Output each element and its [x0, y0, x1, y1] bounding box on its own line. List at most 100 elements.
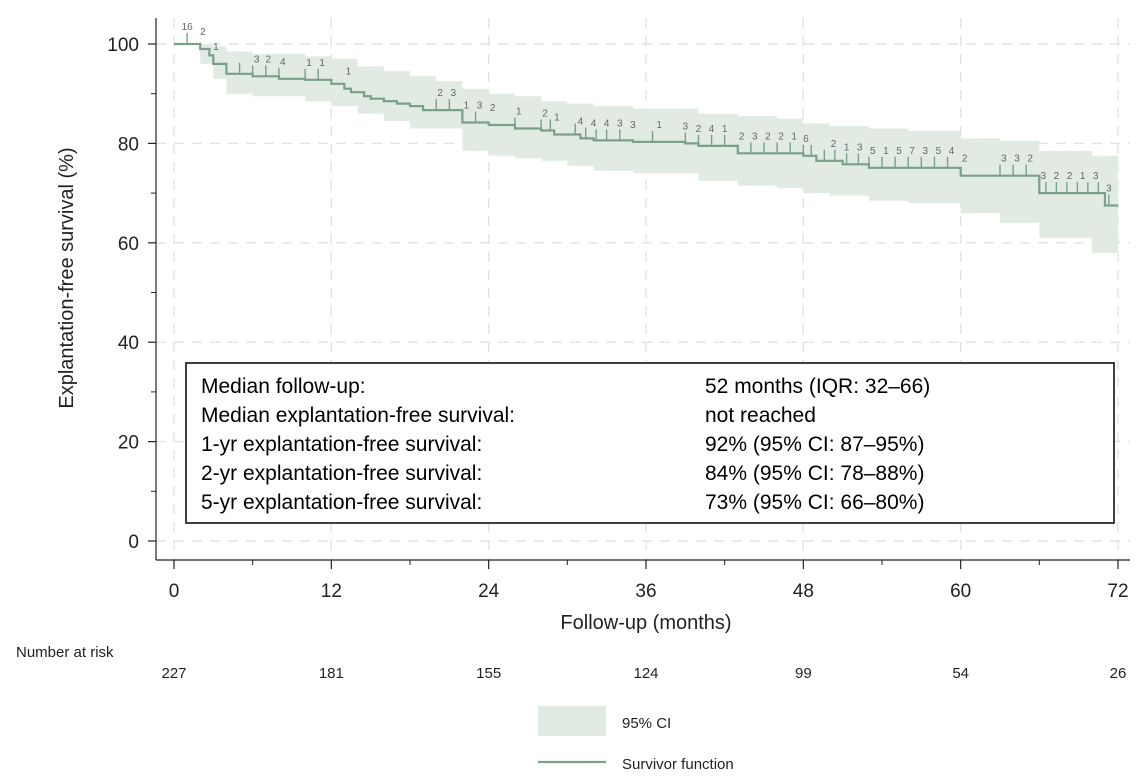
censor-count-label: 2 [778, 131, 784, 142]
censor-count-label: 1 [464, 101, 470, 112]
censor-count-label: 16 [182, 22, 194, 33]
y-tick-label: 0 [128, 532, 139, 553]
x-ticks: 0 12 24 36 48 60 72 [169, 560, 1129, 602]
y-axis-title: Explantation-free survival (%) [56, 147, 78, 408]
censor-count-label: 2 [739, 131, 745, 142]
risk-table-counts: 227 181 155 124 99 54 26 [161, 665, 1126, 682]
x-tick-label: 48 [793, 581, 814, 602]
censor-count-label: 3 [630, 120, 636, 131]
censor-count-label: 2 [765, 131, 771, 142]
censor-count-label: 4 [949, 146, 955, 157]
censor-count-label: 2 [437, 88, 443, 99]
x-tick-label: 36 [635, 581, 656, 602]
y-tick-label: 100 [107, 35, 139, 56]
annotation-label: Median follow-up: [201, 375, 366, 398]
y-tick-label: 60 [118, 234, 139, 255]
censor-count-label: 3 [1001, 154, 1007, 165]
annotation-value: 84% (95% CI: 78–88%) [705, 462, 924, 485]
annotation-value: 73% (95% CI: 66–80%) [705, 491, 924, 514]
y-tick-label: 80 [118, 134, 139, 155]
censor-count-label: 3 [254, 54, 260, 65]
annotation-box-frame [185, 362, 1115, 524]
censor-count-label: 1 [554, 112, 560, 123]
censor-count-label: 1 [319, 58, 325, 69]
censor-count-label: 1 [306, 58, 312, 69]
censor-count-label: 2 [490, 103, 496, 114]
censor-count-label: 2 [266, 54, 272, 65]
censor-count-label: 4 [591, 118, 597, 129]
y-ticks: 0 20 40 60 80 100 [107, 35, 156, 553]
censor-count-label: 2 [1067, 171, 1073, 182]
censor-count-label: 2 [1027, 154, 1033, 165]
axes [155, 18, 1130, 561]
risk-table-title: Number at risk [16, 644, 114, 661]
censor-count-label: 1 [883, 146, 889, 157]
annotation-label: Median explantation-free survival: [201, 404, 515, 427]
censor-count-label: 3 [617, 118, 623, 129]
censor-count-label: 3 [1040, 171, 1046, 182]
risk-count: 227 [161, 665, 186, 682]
risk-count: 155 [476, 665, 501, 682]
censor-count-label: 3 [683, 121, 689, 132]
censor-count-label: 2 [696, 124, 702, 135]
censor-count-label: 1 [1080, 171, 1086, 182]
legend: 95% CI Survivor function [538, 706, 734, 773]
annotation-label: 2-yr explantation-free survival: [201, 462, 482, 485]
censor-count-label: 4 [709, 124, 715, 135]
y-tick-label: 40 [118, 333, 139, 354]
censor-count-label: 3 [1093, 171, 1099, 182]
censor-count-label: 1 [791, 131, 797, 142]
annotation-rows: Median follow-up: 52 months (IQR: 32–66) M… [201, 375, 930, 514]
censor-count-label: 6 [803, 134, 809, 145]
risk-count: 54 [952, 665, 969, 682]
censor-count-label: 1 [346, 67, 352, 78]
risk-count: 99 [795, 665, 812, 682]
x-tick-label: 24 [478, 581, 500, 602]
censor-count-label: 3 [857, 142, 863, 153]
x-tick-label: 60 [950, 581, 971, 602]
x-tick-label: 72 [1107, 581, 1128, 602]
censor-count-label: 3 [450, 88, 456, 99]
censor-count-label: 1 [213, 42, 219, 53]
x-tick-label: 12 [321, 581, 342, 602]
annotation-value: 52 months (IQR: 32–66) [705, 375, 930, 398]
censor-count-labels: 16 213 2 4 1 112 31 3 2 1 2 1 4 4 4 3 3 1 3 2 4 12 3 2 2 1 6 2 1 3 5 1 5… [182, 22, 1112, 195]
legend-ci-swatch [538, 706, 606, 736]
ci-band [174, 44, 1118, 256]
censor-count-label: 3 [477, 101, 483, 112]
censor-count-label: 4 [578, 116, 584, 127]
censor-count-label: 1 [844, 142, 850, 153]
annotation-value: not reached [705, 404, 816, 427]
annotation-box: Median follow-up: 52 months (IQR: 32–66) M… [185, 362, 1115, 524]
censor-count-label: 1 [722, 124, 728, 135]
censor-count-label: 5 [870, 146, 876, 157]
censor-count-label: 4 [280, 57, 286, 68]
censor-count-label: 3 [1014, 154, 1020, 165]
censor-count-label: 5 [936, 146, 942, 157]
legend-survivor-label: Survivor function [622, 756, 734, 773]
censor-count-label: 1 [656, 120, 662, 131]
x-axis-title: Follow-up (months) [560, 612, 731, 634]
censor-count-label: 2 [831, 139, 837, 150]
risk-count: 26 [1110, 665, 1127, 682]
censor-count-label: 2 [1054, 171, 1060, 182]
censor-count-label: 3 [922, 146, 928, 157]
censor-count-label: 7 [909, 146, 915, 157]
risk-count: 124 [633, 665, 658, 682]
y-tick-label: 20 [118, 433, 139, 454]
annotation-label: 1-yr explantation-free survival: [201, 433, 482, 456]
censor-count-label: 2 [962, 154, 968, 165]
x-tick-label: 0 [169, 581, 180, 602]
censor-count-label: 5 [896, 146, 902, 157]
censor-count-label: 3 [752, 131, 758, 142]
censor-count-label: 4 [604, 118, 610, 129]
annotation-label: 5-yr explantation-free survival: [201, 491, 482, 514]
censor-marks [186, 33, 1110, 206]
annotation-value: 92% (95% CI: 87–95%) [705, 433, 924, 456]
censor-count-label: 1 [516, 106, 522, 117]
risk-count: 181 [319, 665, 344, 682]
legend-ci-label: 95% CI [622, 715, 671, 732]
censor-count-label: 2 [542, 108, 548, 119]
censor-count-label: 3 [1106, 184, 1112, 195]
